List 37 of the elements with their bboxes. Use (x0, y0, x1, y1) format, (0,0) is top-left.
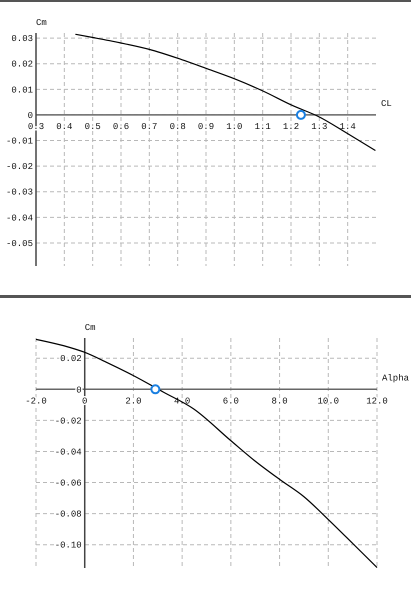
y-tick-label: -0.02 (6, 162, 33, 172)
x-tick-label: 0.7 (141, 122, 158, 132)
y-tick-label: -0.06 (54, 478, 82, 489)
y-tick-label: -0.03 (6, 188, 33, 198)
x-tick-label: 10.0 (317, 396, 340, 406)
y-tick-label: -0.10 (54, 540, 82, 551)
x-tick-label: 12.0 (366, 396, 388, 406)
y-tick-label: -0.02 (54, 416, 82, 426)
x-tick-label: 8.0 (271, 396, 288, 406)
x-tick-label: 6.0 (222, 396, 239, 406)
x-tick-label: 2.0 (125, 396, 142, 406)
x-tick-label: 0.8 (170, 122, 186, 132)
x-tick-label: 1.2 (282, 122, 300, 132)
y-tick-label: 0.03 (11, 34, 33, 44)
x-tick-label: 1.4 (340, 122, 356, 132)
y-axis-title: Cm (84, 323, 96, 333)
y-tick-label: -0.04 (6, 213, 33, 224)
x-tick-label: 1.1 (254, 122, 271, 132)
x-tick-label: 1.0 (226, 122, 242, 132)
y-tick-label: 0.02 (11, 60, 33, 70)
x-tick-label: 1.3 (311, 122, 328, 132)
y-tick-label: -0.01 (6, 136, 33, 147)
x-axis-title: Alpha (382, 373, 410, 384)
y-tick-label: 0.02 (60, 354, 82, 364)
y-tick-label: -0.04 (54, 447, 82, 458)
y-axis-title: Cm (36, 18, 47, 28)
y-tick-label: -0.08 (54, 510, 82, 520)
line-series (74, 34, 376, 152)
y-tick-label: 0.01 (11, 85, 33, 96)
y-tick-label: 0 (28, 110, 33, 121)
x-tick-label: 0.9 (198, 122, 214, 132)
x-tick-label: 0.4 (56, 122, 72, 132)
y-tick-label: -0.05 (6, 238, 33, 249)
x-tick-label: -2.0 (25, 396, 47, 406)
x-axis-title: CL (381, 98, 392, 109)
x-tick-label: 0.6 (112, 122, 130, 132)
x-tick-label: 0.5 (84, 122, 101, 132)
